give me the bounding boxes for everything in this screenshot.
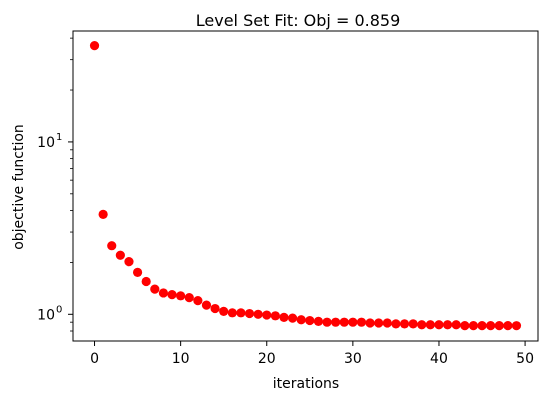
x-axis: 0 10 20 30 40 50 — [90, 341, 534, 367]
data-point — [227, 308, 237, 318]
data-point — [107, 241, 117, 251]
y-tick-label: 10 — [37, 135, 55, 151]
chart-title: Level Set Fit: Obj = 0.859 — [196, 11, 401, 30]
data-point — [399, 319, 410, 329]
x-tick-label: 10 — [172, 351, 190, 367]
data-point — [451, 320, 461, 330]
y-tick-exponent: 1 — [56, 132, 62, 143]
data-point — [150, 284, 160, 294]
data-point — [287, 313, 298, 323]
data-point — [374, 318, 384, 328]
data-point — [262, 310, 272, 320]
data-point — [382, 318, 392, 328]
data-point — [486, 320, 496, 331]
data-point — [296, 315, 306, 325]
data-point — [219, 306, 229, 316]
data-point — [201, 300, 212, 310]
data-point — [176, 291, 186, 301]
x-tick-label: 50 — [516, 351, 534, 367]
y-axis-label: objective function — [11, 124, 27, 250]
data-point — [193, 296, 203, 306]
plot-frame — [72, 30, 539, 342]
data-point — [477, 320, 487, 331]
data-point — [356, 317, 367, 327]
data-point — [132, 267, 143, 277]
x-tick-label: 30 — [344, 351, 362, 367]
data-point — [158, 288, 169, 298]
plot-area — [72, 30, 539, 342]
data-point — [468, 320, 479, 331]
data-point — [244, 308, 255, 319]
data-point — [305, 315, 315, 326]
x-tick-label: 20 — [258, 351, 276, 367]
data-point — [348, 317, 358, 327]
data-point — [279, 312, 289, 322]
data-point — [184, 292, 194, 303]
data-point — [511, 321, 522, 331]
data-point — [98, 209, 108, 219]
x-tick-label: 0 — [90, 351, 99, 367]
x-tick-label: 40 — [430, 351, 448, 367]
data-point — [460, 320, 470, 331]
data-point — [313, 316, 324, 326]
data-point — [167, 290, 177, 300]
data-point — [339, 317, 349, 327]
data-point — [494, 320, 504, 331]
data-point — [408, 319, 418, 329]
data-point — [115, 250, 125, 260]
data-point — [365, 318, 375, 328]
x-axis-label: iterations — [273, 376, 339, 392]
data-point — [503, 320, 513, 331]
data-point — [417, 320, 427, 330]
data-point — [236, 308, 246, 318]
data-point — [253, 309, 263, 319]
data-point — [124, 257, 134, 267]
y-tick-label: 10 — [37, 307, 55, 323]
y-tick-exponent: 0 — [56, 304, 62, 315]
data-point — [210, 303, 220, 314]
data-point — [141, 276, 151, 287]
data-point — [270, 311, 280, 321]
data-point — [442, 320, 453, 330]
data-point — [391, 319, 401, 329]
data-point — [425, 320, 435, 330]
data-point — [89, 41, 100, 51]
data-point — [434, 320, 444, 330]
data-point — [322, 317, 332, 327]
data-point — [331, 317, 341, 327]
data-markers — [89, 41, 522, 331]
